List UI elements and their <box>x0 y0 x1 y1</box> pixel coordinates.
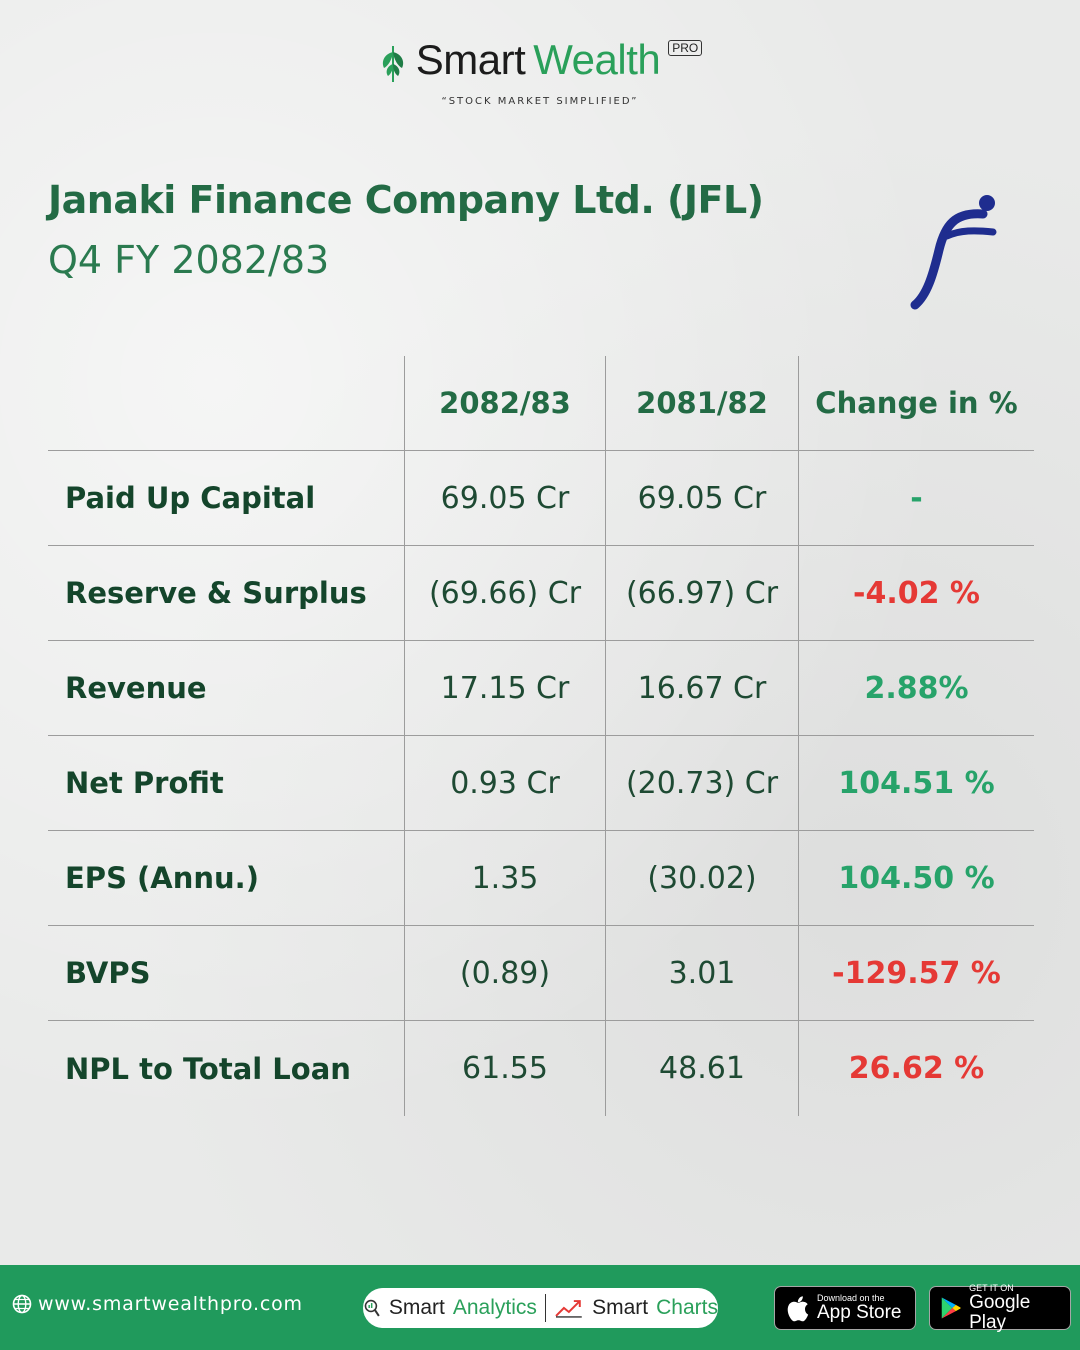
analytics-icon <box>364 1299 380 1317</box>
chart-trend-icon <box>555 1300 583 1318</box>
row-change: 26.62 % <box>798 1021 1034 1116</box>
row-current: 17.15 Cr <box>404 641 605 735</box>
table-row: Revenue 17.15 Cr 16.67 Cr 2.88% <box>48 641 1034 736</box>
row-previous: 48.61 <box>605 1021 798 1116</box>
app-store-button[interactable]: Download on the App Store <box>774 1286 916 1330</box>
brand-tagline: “STOCK MARKET SIMPLIFIED” <box>441 96 639 107</box>
page-subtitle: Q4 FY 2082/83 <box>48 238 330 282</box>
google-play-button[interactable]: GET IT ON Google Play <box>929 1283 1071 1333</box>
pill-smart-charts-1: Smart <box>592 1296 649 1319</box>
pill-divider <box>544 1294 547 1322</box>
table-row: Paid Up Capital 69.05 Cr 69.05 Cr - <box>48 451 1034 546</box>
smart-tools-pill[interactable]: Smart Analytics Smart Charts <box>363 1288 718 1328</box>
brand-name-smart: Smart <box>415 36 526 83</box>
table-row: EPS (Annu.) 1.35 (30.02) 104.50 % <box>48 831 1034 926</box>
app-store-big-text: App Store <box>817 1302 902 1323</box>
footer-bar: www.smartwealthpro.com Smart Analytics S… <box>0 1265 1080 1350</box>
row-change: 2.88% <box>798 641 1034 735</box>
row-current: 61.55 <box>404 1021 605 1116</box>
row-previous: (20.73) Cr <box>605 736 798 830</box>
row-label: Paid Up Capital <box>65 481 316 515</box>
row-label: EPS (Annu.) <box>65 861 259 895</box>
table-row: BVPS (0.89) 3.01 -129.57 % <box>48 926 1034 1021</box>
row-label: NPL to Total Loan <box>65 1051 351 1086</box>
row-current: 69.05 Cr <box>404 451 605 545</box>
table-row: Reserve & Surplus (69.66) Cr (66.97) Cr … <box>48 546 1034 641</box>
google-play-icon <box>941 1297 961 1319</box>
row-previous: 16.67 Cr <box>605 641 798 735</box>
row-change: -4.02 % <box>798 546 1034 640</box>
header-change: Change in % <box>798 356 1034 450</box>
table-header-row: 2082/83 2081/82 Change in % <box>48 356 1034 451</box>
row-current: (69.66) Cr <box>404 546 605 640</box>
pill-smart-charts-2: Charts <box>656 1296 718 1319</box>
app-store-small-text: Download on the <box>817 1293 885 1303</box>
row-label: Revenue <box>65 671 207 705</box>
row-change: -129.57 % <box>798 926 1034 1020</box>
row-change: 104.51 % <box>798 736 1034 830</box>
row-change: - <box>798 451 1034 545</box>
background-paper <box>0 0 1080 1265</box>
header-current-year: 2082/83 <box>404 356 605 450</box>
row-current: (0.89) <box>404 926 605 1020</box>
header-label <box>48 356 404 450</box>
brand-logo: Smart Wealth PRO “STOCK MARKET SIMPLIFIE… <box>0 36 1080 107</box>
financial-table: 2082/83 2081/82 Change in % Paid Up Capi… <box>48 356 1034 1116</box>
header-previous-year: 2081/82 <box>605 356 798 450</box>
pill-smart-analytics-2: Analytics <box>452 1296 537 1319</box>
table-row: NPL to Total Loan 61.55 48.61 26.62 % <box>48 1021 1034 1116</box>
row-label: BVPS <box>65 956 151 990</box>
google-play-small-text: GET IT ON <box>969 1283 1014 1293</box>
leaf-icon <box>382 46 403 82</box>
company-logo-icon <box>910 195 997 310</box>
row-label: Net Profit <box>65 766 224 800</box>
page-title: Janaki Finance Company Ltd. (JFL) <box>48 178 764 222</box>
row-previous: (30.02) <box>605 831 798 925</box>
table-row: Net Profit 0.93 Cr (20.73) Cr 104.51 % <box>48 736 1034 831</box>
row-change: 104.50 % <box>798 831 1034 925</box>
website-link[interactable]: www.smartwealthpro.com <box>12 1293 303 1315</box>
website-text: www.smartwealthpro.com <box>38 1293 303 1315</box>
row-previous: 3.01 <box>605 926 798 1020</box>
globe-icon <box>12 1294 32 1314</box>
pill-smart-analytics-1: Smart <box>388 1296 445 1319</box>
row-current: 0.93 Cr <box>404 736 605 830</box>
row-previous: 69.05 Cr <box>605 451 798 545</box>
row-previous: (66.97) Cr <box>605 546 798 640</box>
brand-name-wealth: Wealth <box>533 36 661 83</box>
row-current: 1.35 <box>404 831 605 925</box>
google-play-big-text: Google Play <box>969 1292 1031 1333</box>
row-label: Reserve & Surplus <box>65 576 367 610</box>
brand-pro-badge: PRO <box>668 40 703 56</box>
apple-icon <box>787 1296 809 1322</box>
